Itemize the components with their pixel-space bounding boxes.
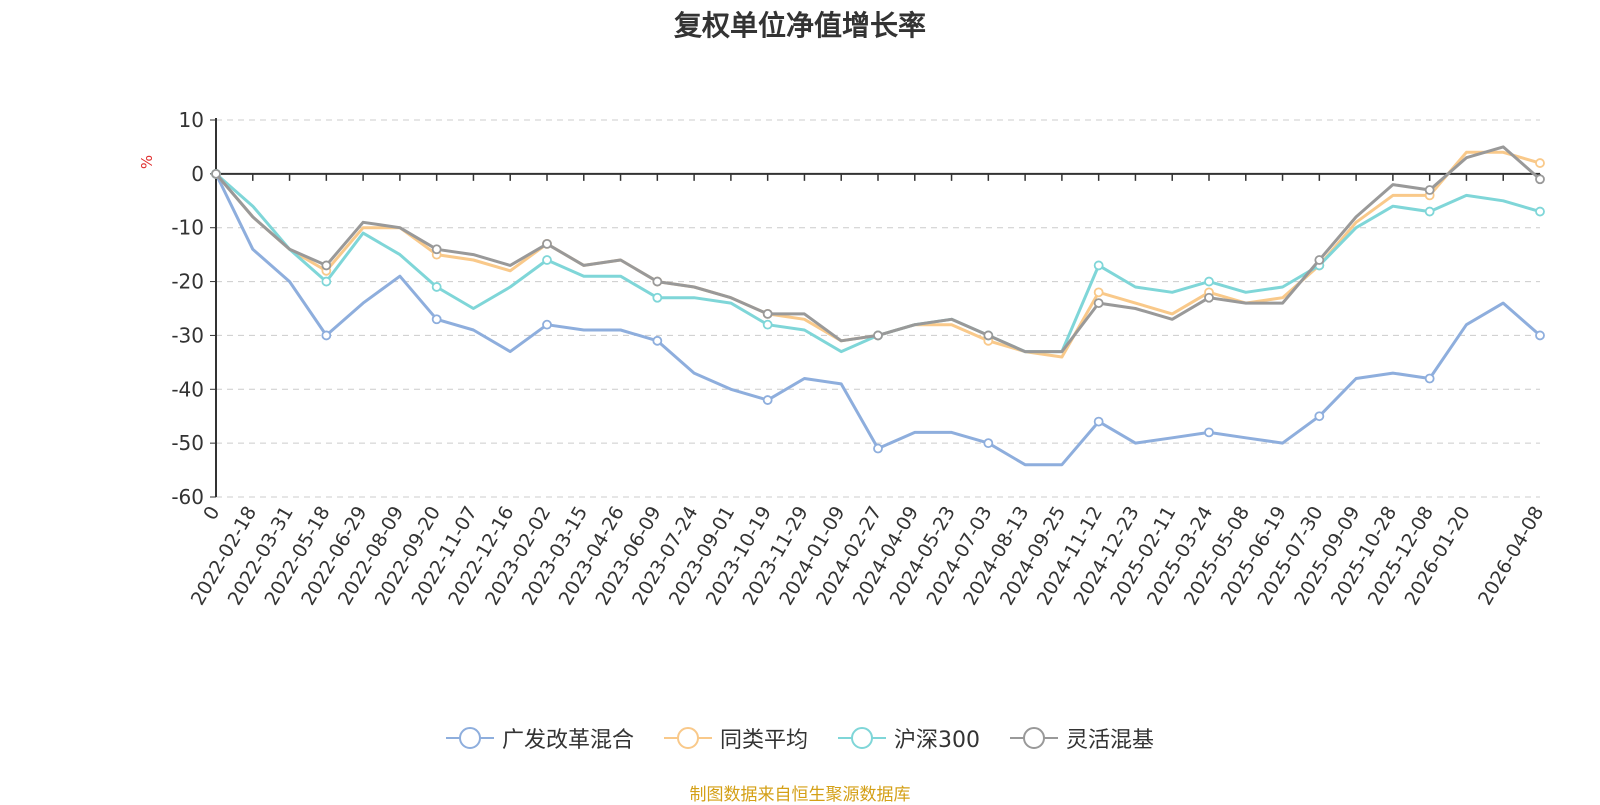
x-tick-label: 0 (199, 503, 224, 524)
data-point (1535, 206, 1545, 217)
legend-item[interactable]: 灵活混基 (1010, 722, 1154, 754)
legend-marker-icon (838, 727, 886, 749)
data-point (652, 292, 663, 303)
data-point (1093, 416, 1104, 427)
series-line (214, 173, 1541, 467)
grid-lines (216, 119, 1540, 498)
data-point (321, 276, 332, 287)
data-point (652, 276, 663, 287)
legend: 广发改革混合 同类平均 沪深300 灵活混基 (0, 722, 1600, 754)
data-point (1204, 292, 1214, 303)
series-line (215, 172, 1541, 354)
series-line (214, 150, 1541, 359)
data-point (431, 282, 442, 292)
data-point (762, 319, 773, 330)
source-note: 制图数据来自恒生聚源数据库 (689, 785, 911, 805)
data-point (1535, 174, 1545, 185)
data-point (762, 395, 773, 405)
series-lines (211, 145, 1545, 467)
axes: 100-10-20-30-40-50-6002022-02-182022-03-… (171, 108, 1548, 609)
legend-label: 沪深300 (894, 728, 980, 753)
data-point (1314, 255, 1325, 265)
data-point (321, 260, 332, 271)
legend-marker-icon (445, 727, 494, 749)
y-tick-label: -10 (171, 216, 204, 240)
data-point (542, 238, 552, 249)
y-tick-label: 0 (191, 162, 204, 186)
data-point (431, 244, 442, 255)
y-axis-unit-label: % (138, 155, 156, 169)
x-tick-label: 2026-04-08 (1474, 503, 1548, 610)
legend-marker-icon (1010, 727, 1058, 749)
data-point (1204, 427, 1214, 438)
data-point (1093, 260, 1104, 271)
y-tick-label: -20 (171, 270, 204, 294)
data-point (873, 330, 883, 341)
data-point (1424, 206, 1435, 217)
legend-item[interactable]: 沪深300 (838, 722, 980, 754)
data-point (542, 319, 552, 330)
data-point (1424, 185, 1435, 195)
legend-label: 广发改革混合 (501, 728, 634, 753)
data-point (1535, 158, 1545, 168)
data-point (321, 330, 332, 341)
y-tick-label: -30 (171, 323, 204, 347)
legend-item[interactable]: 广发改革混合 (445, 722, 634, 754)
data-point (983, 330, 994, 341)
y-tick-label: -60 (171, 485, 204, 509)
data-point (762, 308, 773, 319)
legend-label: 灵活混基 (1066, 728, 1155, 753)
data-point (1204, 276, 1214, 287)
y-tick-label: 10 (179, 108, 204, 132)
data-point (1093, 287, 1104, 298)
data-point (652, 335, 663, 346)
data-point (211, 168, 221, 179)
data-point (1093, 298, 1104, 309)
legend-item[interactable]: 同类平均 (663, 722, 808, 754)
y-tick-label: -50 (171, 431, 204, 455)
legend-label: 同类平均 (719, 728, 808, 753)
data-point (983, 438, 994, 449)
data-point (1535, 330, 1545, 341)
data-point (431, 314, 442, 325)
chart-title: 复权单位净值增长率 (673, 9, 926, 42)
data-point (873, 443, 883, 454)
data-point (542, 255, 552, 265)
y-tick-label: -40 (171, 377, 204, 401)
chart-area: 100-10-20-30-40-50-6002022-02-182022-03-… (138, 108, 1548, 609)
data-point (1314, 411, 1325, 422)
legend-marker-icon (663, 727, 712, 749)
data-point (1424, 373, 1435, 384)
